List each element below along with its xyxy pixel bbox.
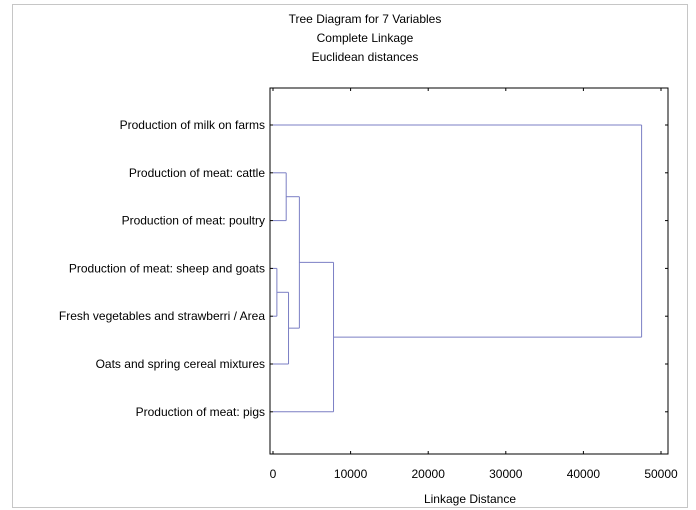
- leaf-label: Production of meat: cattle: [129, 166, 265, 180]
- x-axis-title: Linkage Distance: [423, 492, 517, 506]
- x-tick-label: 0: [270, 467, 277, 481]
- x-tick-label: 40000: [567, 467, 601, 481]
- chart-subtitle-linkage: Complete Linkage: [316, 31, 414, 45]
- axis-ticks: [270, 88, 668, 454]
- x-tick-label: 20000: [412, 467, 446, 481]
- leaf-label: Production of meat: poultry: [122, 214, 265, 228]
- leaf-label: Production of milk on farms: [120, 118, 265, 132]
- leaf-labels: Production of milk on farms Production of…: [59, 118, 265, 419]
- leaf-label: Production of meat: sheep and goats: [69, 261, 265, 275]
- leaf-label: Oats and spring cereal mixtures: [96, 357, 265, 371]
- chart-subtitle-distance: Euclidean distances: [311, 50, 419, 64]
- leaf-label: Fresh vegetables and strawberri / Area: [59, 309, 265, 323]
- x-tick-label: 30000: [489, 467, 523, 481]
- x-tick-label: 10000: [334, 467, 368, 481]
- plot-area: [269, 87, 669, 455]
- x-tick-labels: 0 10000 20000 30000 40000 50000: [270, 467, 678, 481]
- chart-title: Tree Diagram for 7 Variables: [288, 12, 442, 26]
- dendrogram-links: [273, 124, 643, 413]
- leaf-label: Production of meat: pigs: [136, 405, 265, 419]
- x-tick-label: 50000: [644, 467, 678, 481]
